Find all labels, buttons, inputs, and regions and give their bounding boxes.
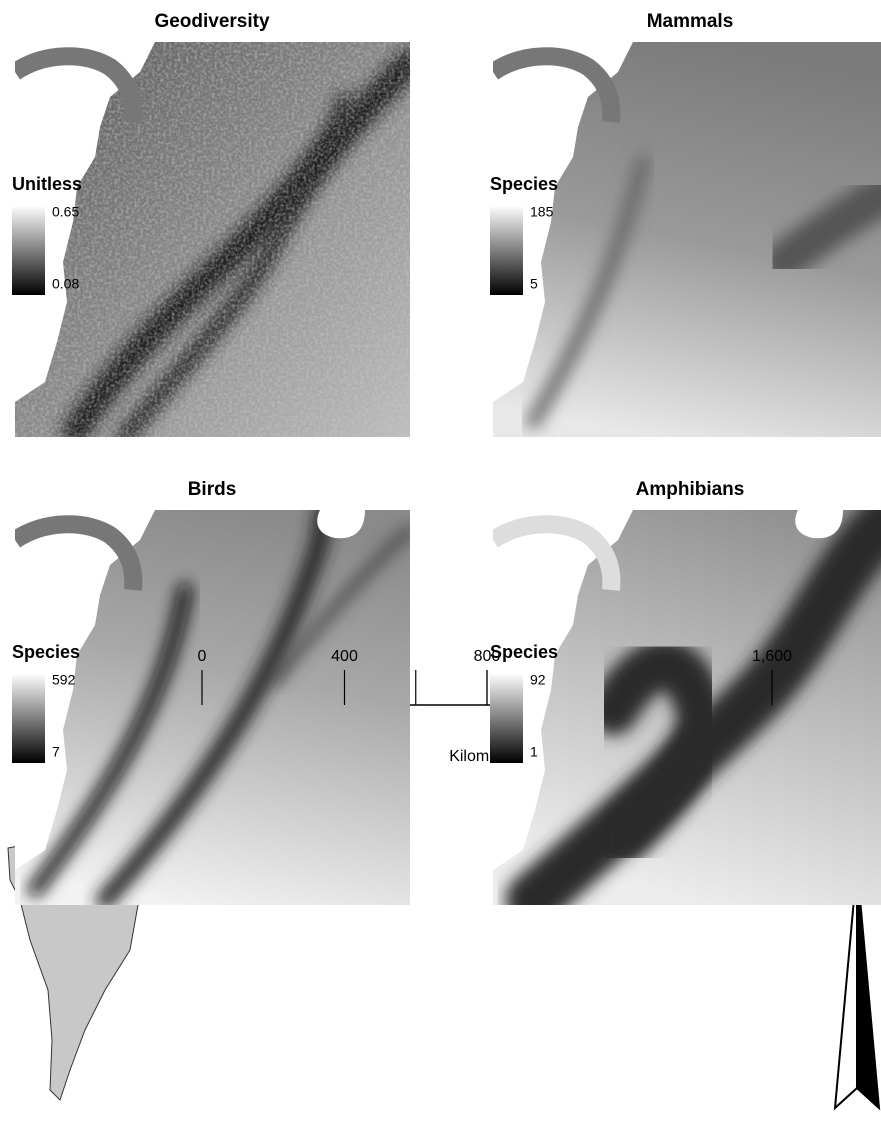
map-raster <box>493 510 881 905</box>
legend-min: 1 <box>530 744 538 760</box>
legend-ramp <box>12 675 45 763</box>
legend-min: 7 <box>52 744 60 760</box>
legend-max: 0.65 <box>52 204 79 220</box>
map-panel: Geodiversity Unitless 0.65 0.08 <box>12 11 410 437</box>
scale-label: 400 <box>331 648 358 665</box>
legend-max: 592 <box>52 672 76 688</box>
legend-ramp <box>490 207 523 295</box>
scale-label: 0 <box>198 648 207 665</box>
map-panel: Mammals Species 185 5 <box>490 11 881 437</box>
panel-title: Amphibians <box>636 479 745 500</box>
scale-label: 800 <box>474 648 501 665</box>
legend-title: Unitless <box>12 174 82 194</box>
map-raster <box>15 510 410 905</box>
legend-title: Species <box>12 642 80 662</box>
panel-title: Mammals <box>647 11 734 32</box>
panel-title: Geodiversity <box>154 11 270 32</box>
legend-min: 5 <box>530 276 538 292</box>
map-raster <box>493 42 881 437</box>
map-raster <box>15 42 410 437</box>
legend-max: 185 <box>530 204 554 220</box>
panel-title: Birds <box>188 479 237 500</box>
figure: Kilometers N GeodiversityUnitless0.650.0… <box>0 0 881 1122</box>
map-panel: Birds Species 592 7 <box>12 479 410 905</box>
legend-title: Species <box>490 174 558 194</box>
legend-ramp <box>12 207 45 295</box>
legend-min: 0.08 <box>52 276 79 292</box>
legend-max: 92 <box>530 672 546 688</box>
legend-ramp <box>490 675 523 763</box>
scale-label: 1,600 <box>752 648 792 665</box>
